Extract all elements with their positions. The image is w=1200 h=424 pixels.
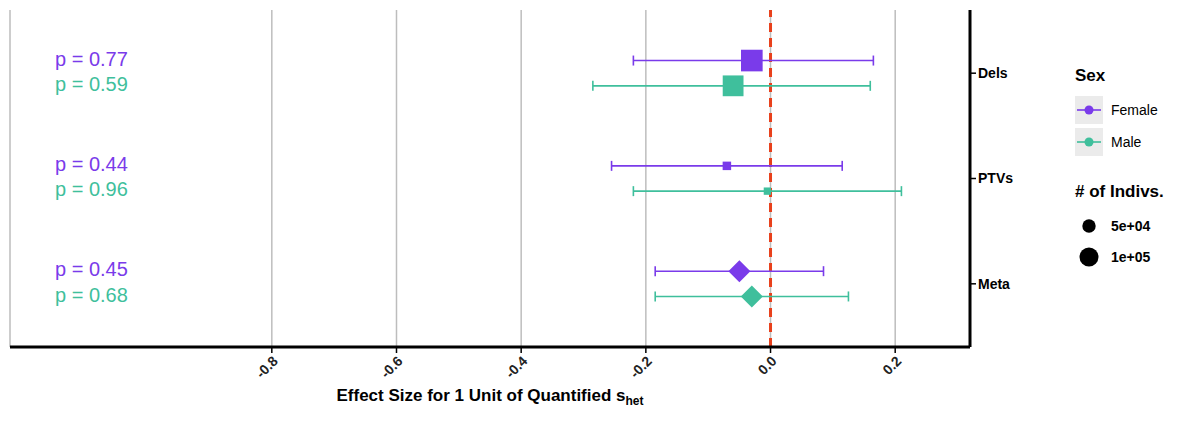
html-text:Effect Size for 1 Unit of Quan: Effect Size for 1 Unit of Quantified she… — [336, 386, 644, 409]
svg-text:p = 0.96: p = 0.96 — [55, 178, 128, 200]
svg-text:Dels: Dels — [978, 65, 1008, 81]
html-text:Female: Female — [1111, 102, 1158, 118]
svg-text:-0.2: -0.2 — [627, 353, 656, 382]
svg-text:p = 0.77: p = 0.77 — [55, 48, 128, 70]
html-text:Sex: Sex — [1075, 66, 1106, 85]
svg-text:p = 0.45: p = 0.45 — [55, 258, 128, 280]
svg-text:PTVs: PTVs — [978, 170, 1013, 186]
svg-text:-0.8: -0.8 — [253, 353, 282, 382]
svg-text:p = 0.68: p = 0.68 — [55, 284, 128, 306]
svg-text:p = 0.44: p = 0.44 — [55, 153, 128, 175]
html-text:# of Indivs.: # of Indivs. — [1075, 182, 1164, 201]
html-text:Male: Male — [1111, 134, 1142, 150]
svg-text:-0.4: -0.4 — [502, 353, 531, 382]
html-text:1e+05: 1e+05 — [1111, 248, 1151, 265]
svg-text:0.0: 0.0 — [755, 353, 780, 378]
svg-text:Meta: Meta — [978, 276, 1010, 292]
svg-text:0.2: 0.2 — [879, 353, 904, 378]
html-text:5e+04: 5e+04 — [1111, 217, 1151, 234]
svg-text:-0.6: -0.6 — [377, 353, 406, 382]
svg-text:p = 0.59: p = 0.59 — [55, 73, 128, 95]
